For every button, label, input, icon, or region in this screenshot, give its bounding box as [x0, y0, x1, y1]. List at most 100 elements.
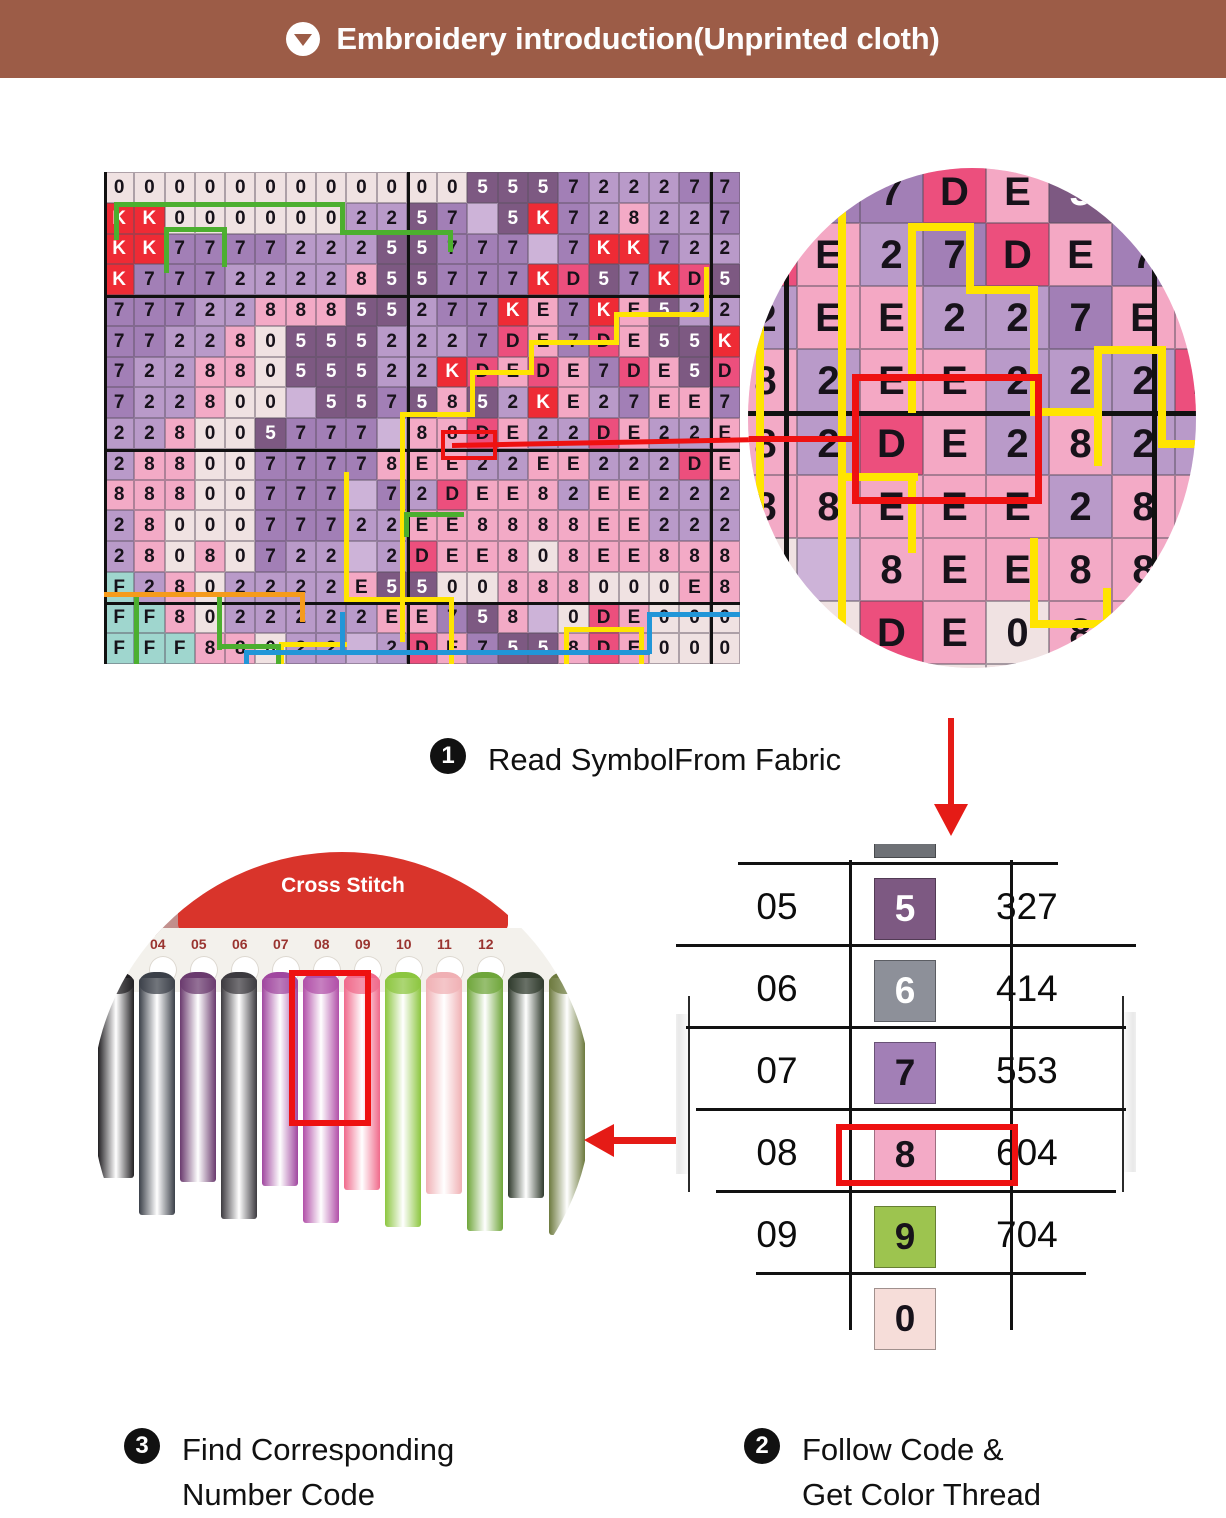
chart-cell: 7: [225, 233, 256, 265]
magnifier-region-outline-yellow: [966, 286, 1036, 294]
chart-cell: 2: [255, 571, 286, 603]
magnifier-cell: 8: [1175, 538, 1196, 601]
chart-cell: 0: [194, 479, 226, 511]
chart-cell: E: [618, 510, 650, 541]
thread-skein: [98, 978, 134, 1178]
chart-cell: 2: [285, 233, 316, 265]
thread-skein: [426, 978, 462, 1194]
chart-cell: 8: [194, 633, 226, 664]
chart-cell: E: [527, 448, 559, 480]
chart-cell: 7: [618, 387, 650, 418]
chart-cell: E: [618, 479, 650, 511]
page-title: Embroidery introduction(Unprinted cloth): [336, 21, 940, 56]
chart-cell: 7: [679, 172, 710, 203]
magnifier-region-outline-yellow: [1158, 440, 1196, 448]
chart-cell: 5: [315, 356, 347, 388]
magnifier-region-outline-yellow: [1103, 588, 1111, 668]
chart-cell: 8: [104, 479, 135, 511]
chart-cell: F: [104, 633, 135, 664]
chart-cell: 8: [164, 479, 195, 511]
chart-cell: 7: [346, 418, 377, 449]
chart-cell: 7: [709, 387, 740, 418]
chart-cell: 2: [225, 264, 256, 295]
chart-cell: 7: [134, 295, 165, 326]
chart-cell: D: [406, 633, 438, 664]
chart-cell: 0: [194, 418, 226, 449]
chart-cell: 7: [194, 233, 226, 265]
chart-cell: 7: [467, 295, 498, 326]
chart-cell: 7: [164, 233, 195, 265]
chart-cell: 0: [194, 571, 226, 603]
magnifier-cell: 0: [923, 664, 986, 668]
chart-cell: 8: [649, 541, 680, 572]
chart-cell: 7: [467, 233, 498, 265]
chart-cell: 0: [527, 541, 559, 572]
magnifier-row: 77DE57: [748, 168, 1196, 223]
chart-cell: K: [104, 264, 135, 295]
chart-cell: E: [618, 633, 650, 664]
chart-cell: 7: [649, 233, 680, 265]
chart-cell: 0: [588, 571, 619, 603]
table-row-divider: [686, 1026, 1126, 1029]
chart-cell: 2: [255, 264, 286, 295]
chart-cell: 2: [376, 325, 407, 357]
chart-cell: 2: [649, 479, 680, 511]
magnifier-cell: 7: [797, 168, 860, 223]
chart-cell: 2: [679, 510, 710, 541]
page-edge-left: [676, 1014, 690, 1174]
chart-cell: 7: [618, 264, 650, 295]
magnifier-cell: E: [1112, 286, 1175, 349]
chart-cell: [346, 633, 377, 664]
chart-cell: 7: [315, 418, 347, 449]
chart-cell: 8: [194, 356, 226, 388]
chart-cell: F: [134, 633, 165, 664]
chart-cell: K: [497, 295, 528, 326]
code-number-cell: 08: [756, 1132, 798, 1173]
magnifier-cell: 8: [1049, 412, 1112, 475]
chart-cell: 2: [649, 202, 680, 234]
chart-cell: 2: [588, 448, 619, 480]
chart-cell: 7: [588, 356, 619, 388]
magnifier-major-gridline: [1152, 168, 1157, 668]
chart-cell: 2: [679, 295, 710, 326]
magnifier-cell: 0: [986, 664, 1049, 668]
chart-cell: 0: [558, 602, 589, 634]
chart-cell: 2: [134, 418, 165, 449]
step-3-caption: 3 Find Corresponding Number Code: [124, 1428, 454, 1518]
magnifier-cell: E: [797, 286, 860, 349]
table-row: 05 5 327: [676, 868, 1136, 950]
chart-cell: K: [709, 325, 740, 357]
chart-cell: 8: [679, 541, 710, 572]
table-col-divider-left: [849, 860, 852, 1330]
step-3-text: Find Corresponding Number Code: [182, 1432, 455, 1512]
chart-cell: 8: [255, 295, 286, 326]
chart-cell: [346, 479, 377, 511]
chart-cell: 7: [164, 295, 195, 326]
chart-cell: E: [618, 602, 650, 634]
chart-cell: 2: [225, 295, 256, 326]
magnifier-cell: 8: [748, 664, 797, 668]
chart-cell: 0: [134, 172, 165, 203]
chart-cell: 7: [558, 172, 589, 203]
magnifier-cell: 7: [860, 168, 923, 223]
chart-cell: 2: [679, 479, 710, 511]
magnifier-cell: 7: [1175, 168, 1196, 223]
table-row: 07 7 553: [676, 1032, 1136, 1114]
thread-skein: [549, 978, 585, 1235]
chart-cell: E: [527, 325, 559, 357]
thread-skein: [344, 978, 380, 1190]
chart-cell: 0: [225, 448, 256, 480]
table-row-divider: [738, 862, 1058, 865]
chart-cell: 7: [497, 233, 528, 265]
chart-cell: K: [104, 233, 135, 265]
magnifier-row: 8DE00000: [748, 664, 1196, 668]
chart-cell: E: [437, 510, 468, 541]
magnifier-row: DE27DE777: [748, 223, 1196, 286]
magnifier-region-outline-yellow: [1030, 408, 1100, 416]
chart-cell: 7: [437, 202, 468, 234]
chart-cell: 7: [558, 202, 589, 234]
chart-cell: 2: [225, 602, 256, 634]
